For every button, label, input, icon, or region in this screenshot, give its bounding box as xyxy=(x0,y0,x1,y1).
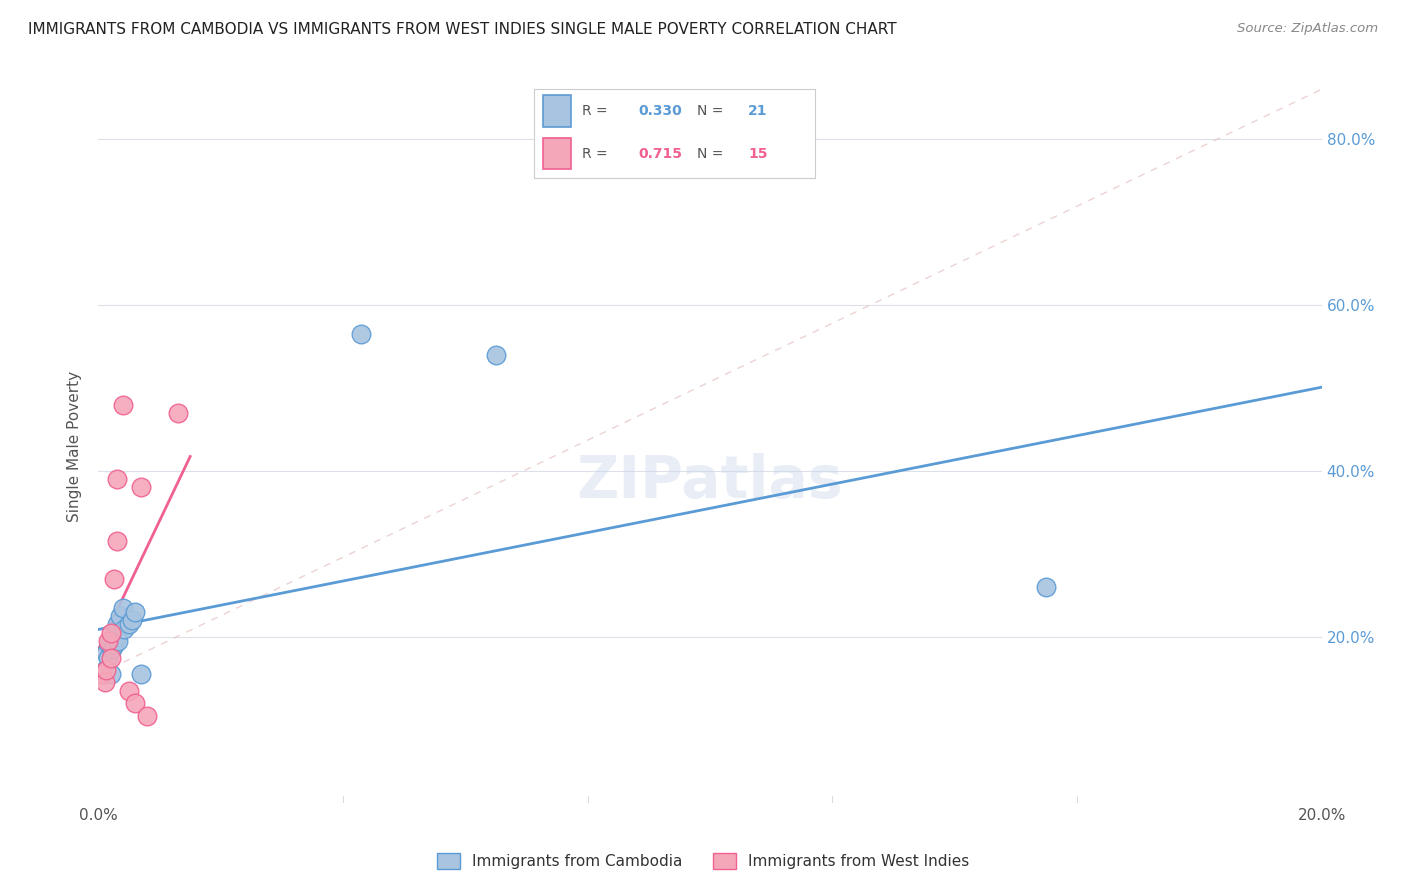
Text: Source: ZipAtlas.com: Source: ZipAtlas.com xyxy=(1237,22,1378,36)
Point xyxy=(103,638,125,652)
Point xyxy=(91,667,114,681)
Point xyxy=(118,617,141,632)
Point xyxy=(105,534,128,549)
Text: IMMIGRANTS FROM CAMBODIA VS IMMIGRANTS FROM WEST INDIES SINGLE MALE POVERTY CORR: IMMIGRANTS FROM CAMBODIA VS IMMIGRANTS F… xyxy=(28,22,897,37)
Bar xyxy=(543,138,571,169)
Point xyxy=(485,348,508,362)
Text: 15: 15 xyxy=(748,147,768,161)
Point xyxy=(93,675,115,690)
Text: N =: N = xyxy=(697,147,728,161)
Point xyxy=(105,472,128,486)
Point xyxy=(350,326,373,341)
Point xyxy=(111,397,134,411)
Point xyxy=(124,696,146,710)
Legend: Immigrants from Cambodia, Immigrants from West Indies: Immigrants from Cambodia, Immigrants fro… xyxy=(430,847,976,875)
Point xyxy=(100,625,122,640)
Point xyxy=(108,609,131,624)
Point xyxy=(101,642,124,657)
Point xyxy=(94,647,117,661)
Text: 0.330: 0.330 xyxy=(638,104,682,118)
Point xyxy=(124,605,146,619)
Point xyxy=(107,634,129,648)
Point xyxy=(97,634,120,648)
Point xyxy=(1035,580,1057,594)
Point xyxy=(129,481,152,495)
Point xyxy=(100,650,122,665)
Text: 21: 21 xyxy=(748,104,768,118)
Text: R =: R = xyxy=(582,104,612,118)
Point xyxy=(100,667,122,681)
Text: ZIPatlas: ZIPatlas xyxy=(576,453,844,510)
Text: R =: R = xyxy=(582,147,612,161)
Y-axis label: Single Male Poverty: Single Male Poverty xyxy=(67,370,83,522)
Point xyxy=(105,617,128,632)
Point xyxy=(98,638,121,652)
Point xyxy=(94,663,117,677)
Point xyxy=(105,630,128,644)
Point xyxy=(118,683,141,698)
Point xyxy=(103,572,125,586)
Point xyxy=(111,600,134,615)
Bar xyxy=(543,95,571,127)
Point xyxy=(90,667,112,681)
Point xyxy=(97,650,120,665)
Point xyxy=(129,667,152,681)
Point xyxy=(121,613,143,627)
Text: 0.715: 0.715 xyxy=(638,147,682,161)
Point xyxy=(93,663,115,677)
Point xyxy=(112,622,135,636)
Text: N =: N = xyxy=(697,104,728,118)
Point xyxy=(167,406,190,420)
Point xyxy=(136,708,159,723)
